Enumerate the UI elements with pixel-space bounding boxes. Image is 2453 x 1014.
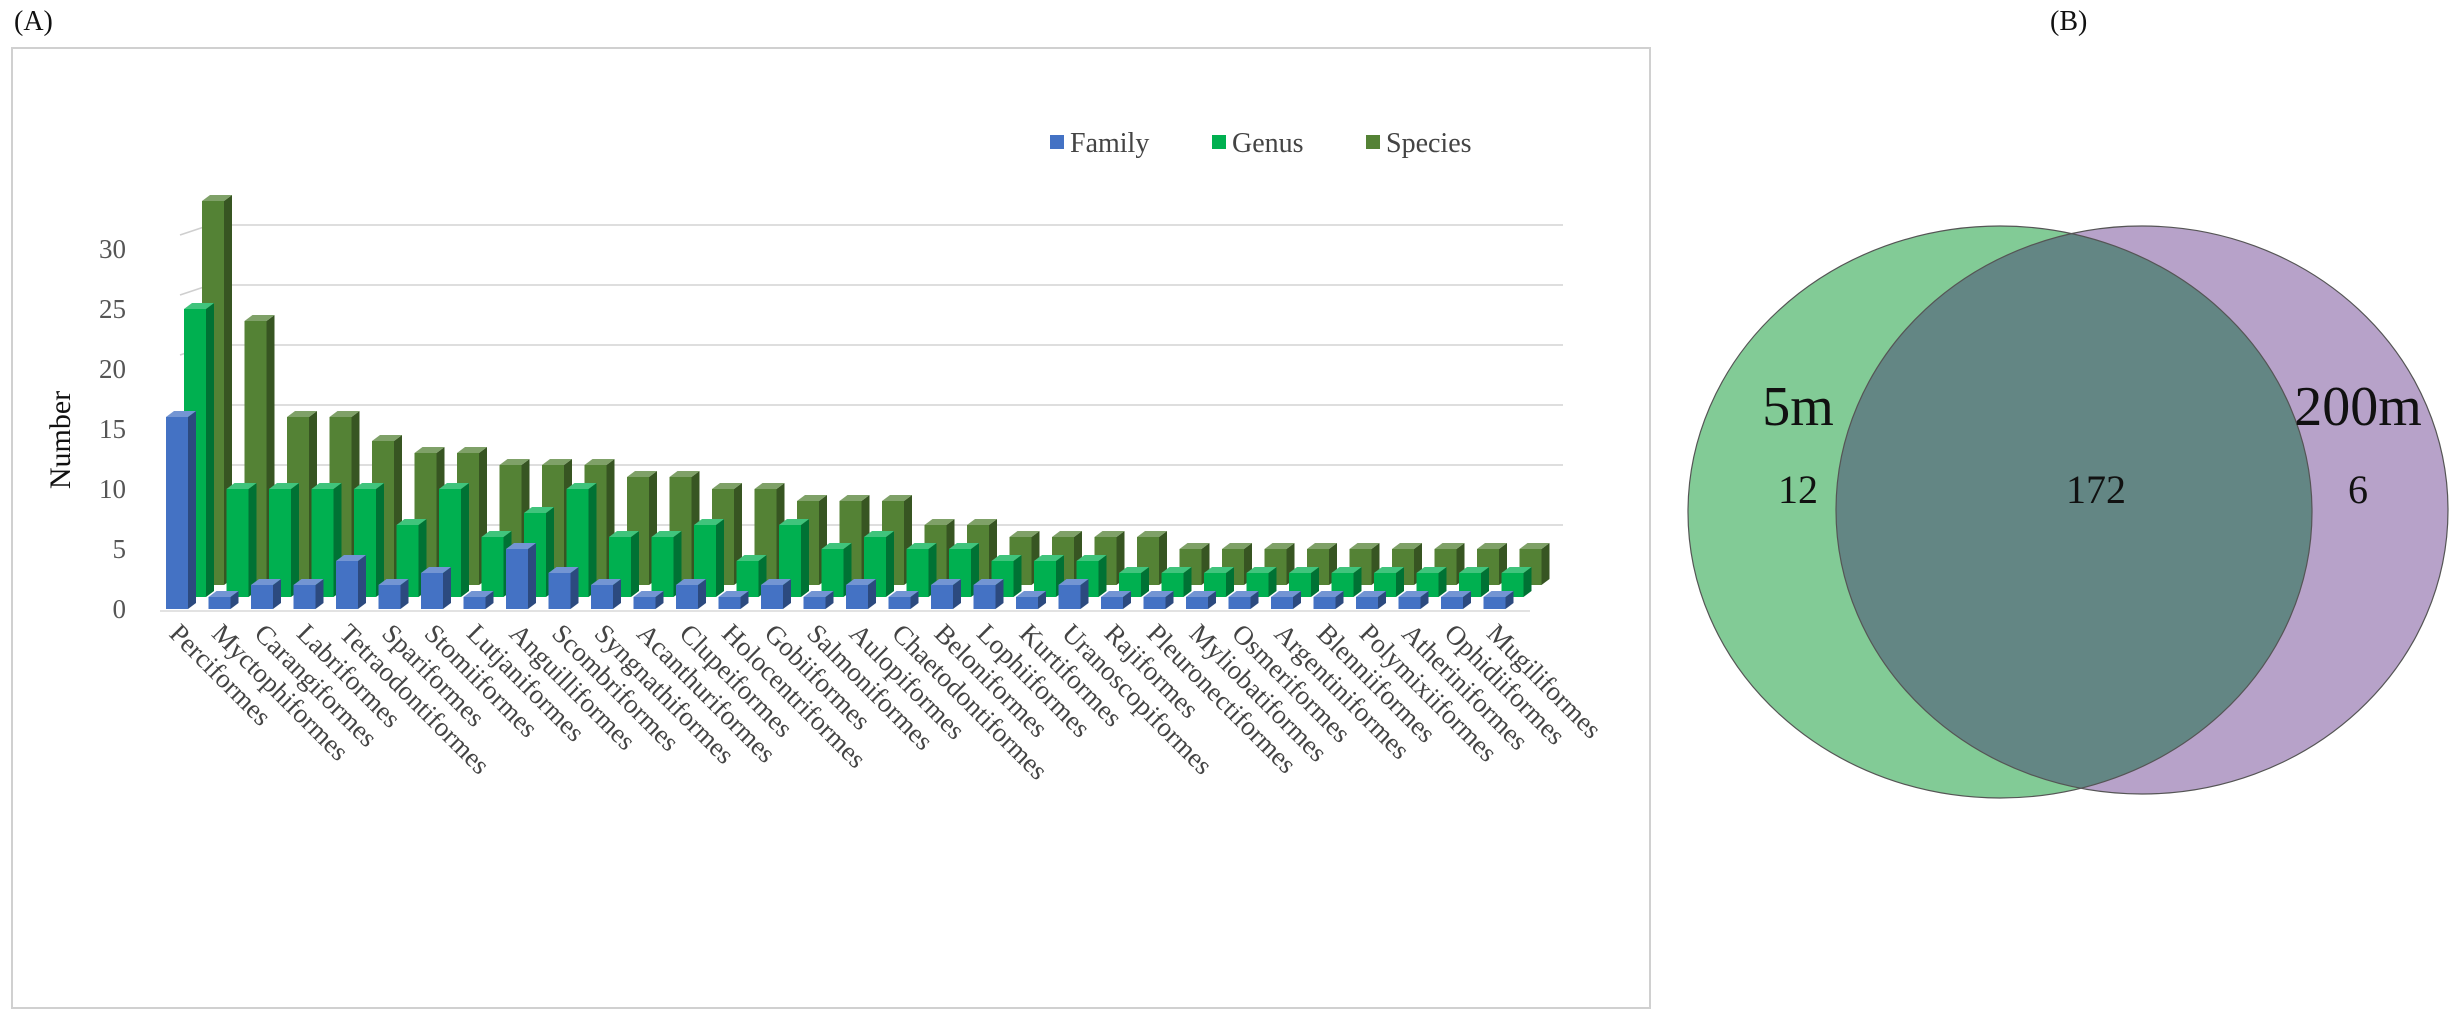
bar-family-myctophiformes — [208, 591, 239, 609]
bar-family-scombriformes — [548, 567, 579, 609]
venn-set-200m-label: 200m — [2294, 376, 2422, 438]
bar-family-osmeriformes — [1228, 591, 1259, 609]
bar-family-anguilliformes — [506, 543, 536, 609]
venn-outline-200m — [1835, 225, 2449, 795]
bar-family-lutjaniformes — [463, 591, 494, 609]
venn-outline-5m — [1687, 225, 2313, 799]
bar-family-polymixiiformes — [1356, 591, 1386, 609]
bar-genus-scombriformes — [566, 483, 597, 597]
y-axis-ticks: 0 5 10 15 20 25 30 — [99, 234, 126, 624]
bar-family-perciformes — [166, 411, 196, 609]
legend-label-species: Species — [1386, 128, 1472, 159]
panel-b-label: (B) — [2050, 6, 2087, 37]
bar-family-blenniiformes — [1313, 591, 1344, 609]
bar-family-gobiiformes — [761, 579, 791, 609]
bar-family-stomiiformes — [421, 567, 451, 609]
y-tick-label: 0 — [113, 594, 127, 624]
legend-swatch-species — [1366, 135, 1380, 149]
bar-genus-salmoniformes — [821, 543, 852, 597]
bar-family-clupeiformes — [676, 579, 706, 609]
y-tick-label: 10 — [99, 474, 126, 504]
y-tick-label: 25 — [99, 294, 126, 324]
bar-family-pleuronectiformes — [1143, 591, 1174, 609]
bar-family-salmoniformes — [803, 591, 834, 609]
bar-family-myliobatiformes — [1186, 591, 1216, 609]
bar-family-labriformes — [293, 579, 324, 609]
bar-family-ophidiiformes — [1441, 591, 1471, 609]
legend-label-genus: Genus — [1232, 128, 1304, 159]
bar-family-carangiformes — [251, 579, 281, 609]
bar-family-kurtiformes — [1016, 591, 1046, 609]
bar-family-argentiniformes — [1271, 591, 1301, 609]
legend: Family Genus Species — [1050, 128, 1472, 159]
legend-label-family: Family — [1070, 128, 1149, 159]
bar-genus-acanthuriformes — [651, 531, 682, 597]
bar-family-acanthuriformes — [633, 591, 664, 609]
bar-family-holocentriformes — [718, 591, 749, 609]
bar-family-uranoscopiformes — [1058, 579, 1089, 609]
bar-family-atheriniformes — [1398, 591, 1429, 609]
y-tick-label: 30 — [99, 234, 126, 264]
bar-family-tetraodontiformes — [336, 555, 366, 609]
bar-family-beloniformes — [931, 579, 961, 609]
legend-swatch-family — [1050, 135, 1064, 149]
bar-genus-clupeiformes — [694, 519, 724, 597]
venn-set-5m-label: 5m — [1762, 376, 1834, 438]
venn-set-200m-only-count: 6 — [2348, 467, 2368, 512]
bar-family-spariformes — [378, 579, 409, 609]
y-tick-label: 15 — [99, 414, 126, 444]
y-axis-title: Number — [44, 391, 77, 489]
bars — [166, 195, 1550, 609]
bar-genus-carangiformes — [269, 483, 299, 597]
venn-set-5m-only-count: 12 — [1778, 467, 1818, 512]
bar-family-mugiliformes — [1483, 591, 1514, 609]
bar-genus-argentiniformes — [1289, 567, 1319, 597]
panel-a-label: (A) — [14, 6, 53, 37]
bar-family-syngnathiformes — [591, 579, 621, 609]
y-tick-label: 20 — [99, 354, 126, 384]
venn-diagram: 5m 12 200m 6 172 — [1687, 225, 2449, 799]
y-tick-label: 5 — [113, 534, 127, 564]
bar-family-aulopiformes — [846, 579, 876, 609]
bar-family-rajiformes — [1101, 591, 1131, 609]
bar-family-lophiiformes — [973, 579, 1004, 609]
venn-intersection-count: 172 — [2066, 467, 2126, 512]
bar-family-chaetodontiformes — [888, 591, 919, 609]
bar-genus-myctophiformes — [226, 483, 257, 597]
bar-genus-kurtiformes — [1034, 555, 1064, 597]
legend-swatch-genus — [1212, 135, 1226, 149]
